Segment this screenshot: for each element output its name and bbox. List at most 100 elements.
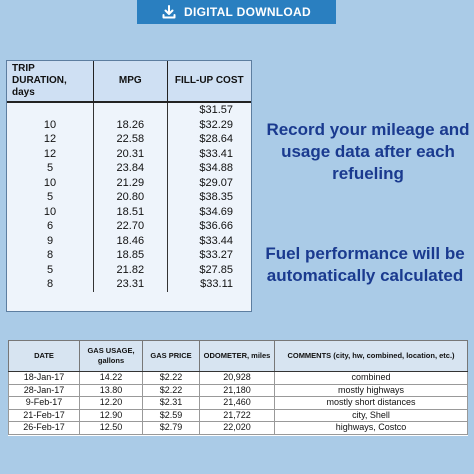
fillup-cost-cell[interactable]: $33.11 [166,277,251,292]
trip-days-cell[interactable]: 8 [7,248,95,263]
gas-usage-cell[interactable]: 14.22 [79,371,143,385]
trip-days-cell[interactable]: 5 [7,262,95,277]
mpg-cell[interactable]: 18.26 [93,117,168,132]
fillup-cost-cell[interactable]: $32.29 [166,117,251,132]
fillup-cost-cell[interactable]: $33.27 [166,248,251,263]
mpg-cell[interactable]: 21.82 [93,262,168,277]
fuel-log-panel: DATE GAS USAGE, gallons GAS PRICE ODOMET… [8,340,468,436]
gas-price-cell[interactable]: $2.22 [142,371,200,385]
odometer-cell[interactable]: 22,020 [199,421,275,435]
trip-days-cell[interactable]: 12 [7,146,95,161]
gas-usage-cell[interactable]: 12.20 [79,396,143,410]
record-callout: Record your mileage and usage data after… [266,120,470,183]
date-cell[interactable]: 9-Feb-17 [8,396,80,410]
trip-duration-header-label: TRIP DURATION, days [12,63,67,98]
fuel-log-row: 21-Feb-17 12.90 $2.59 21,722 city, Shell [8,408,468,422]
trip-table-body: $31.57 10 18.26 $32.29 12 22.58 $28.64 12 20.31 $… [7,102,251,292]
banner-label: DIGITAL DOWNLOAD [183,5,311,19]
gas-price-cell[interactable]: $2.22 [142,383,200,397]
fuel-header-row: DATE GAS USAGE, gallons GAS PRICE ODOMET… [8,340,468,372]
trip-row: 5 20.80 $38.35 [7,190,251,205]
date-cell[interactable]: 26-Feb-17 [8,421,80,435]
date-cell[interactable]: 18-Jan-17 [8,371,80,385]
trip-days-cell[interactable]: 10 [7,117,95,132]
gas-price-header: GAS PRICE [142,340,200,372]
date-cell[interactable]: 21-Feb-17 [8,408,80,422]
fillup-cost-cell[interactable]: $36.66 [166,219,251,234]
trip-days-cell[interactable]: 5 [7,161,95,176]
trip-days-cell[interactable]: 12 [7,132,95,147]
mpg-cell[interactable]: 18.46 [93,233,168,248]
fuel-log-row: 9-Feb-17 12.20 $2.31 21,460 mostly short dis… [8,396,468,410]
trip-row: $31.57 [7,102,251,118]
gas-price-cell[interactable]: $2.59 [142,408,200,422]
fillup-cost-cell[interactable]: $33.41 [166,146,251,161]
trip-row: 12 22.58 $28.64 [7,132,251,147]
trip-row: 5 21.82 $27.85 [7,262,251,277]
mpg-cell[interactable]: 18.85 [93,248,168,263]
comment-cell[interactable]: mostly short distances [274,396,468,410]
trip-days-cell[interactable]: 5 [7,190,95,205]
fuel-log-table: DATE GAS USAGE, gallons GAS PRICE ODOMET… [8,340,468,435]
gas-usage-cell[interactable]: 13.80 [79,383,143,397]
trip-days-cell[interactable]: 8 [7,277,95,292]
mpg-header: MPG [93,61,168,103]
trip-days-cell[interactable] [7,102,95,118]
mpg-cell[interactable] [93,102,168,118]
trip-row: 6 22.70 $36.66 [7,219,251,234]
fuel-log-row: 28-Jan-17 13.80 $2.22 21,180 mostly highways [8,383,468,397]
fuel-log-row: 26-Feb-17 12.50 $2.79 22,020 highways, Costc… [8,421,468,435]
gas-price-cell[interactable]: $2.79 [142,421,200,435]
mpg-cell[interactable]: 22.58 [93,132,168,147]
mpg-cell[interactable]: 20.80 [93,190,168,205]
comment-cell[interactable]: mostly highways [274,383,468,397]
fillup-cost-cell[interactable]: $28.64 [166,132,251,147]
odometer-cell[interactable]: 20,928 [199,371,275,385]
comment-cell[interactable]: city, Shell [274,408,468,422]
mpg-cell[interactable]: 22.70 [93,219,168,234]
fillup-cost-cell[interactable]: $29.07 [166,175,251,190]
odometer-cell[interactable]: 21,180 [199,383,275,397]
fillup-cost-cell[interactable]: $27.85 [166,262,251,277]
trip-summary-card: TRIP DURATION, days MPG FILL-UP COST $31… [6,60,252,312]
fillup-cost-cell[interactable]: $34.88 [166,161,251,176]
fillup-cost-cell[interactable]: $34.69 [166,204,251,219]
trip-row: 5 23.84 $34.88 [7,161,251,176]
trip-days-cell[interactable]: 10 [7,204,95,219]
trip-row: 12 20.31 $33.41 [7,146,251,161]
odometer-cell[interactable]: 21,722 [199,408,275,422]
mpg-cell[interactable]: 20.31 [93,146,168,161]
fillup-cost-cell[interactable]: $33.44 [166,233,251,248]
mpg-cell[interactable]: 23.84 [93,161,168,176]
gas-price-cell[interactable]: $2.31 [142,396,200,410]
trip-days-cell[interactable]: 9 [7,233,95,248]
trip-row: 10 18.26 $32.29 [7,117,251,132]
fuel-log-row: 18-Jan-17 14.22 $2.22 20,928 combined [8,371,468,385]
comments-header: COMMENTS (city, hw, combined, location, … [274,340,468,372]
performance-callout: Fuel performance will be automatically c… [265,244,465,285]
trip-row: 9 18.46 $33.44 [7,233,251,248]
fillup-cost-cell[interactable]: $31.57 [166,102,251,118]
comment-cell[interactable]: highways, Costco [274,421,468,435]
trip-days-cell[interactable]: 10 [7,175,95,190]
gas-usage-cell[interactable]: 12.90 [79,408,143,422]
fuel-log-body: 18-Jan-17 14.22 $2.22 20,928 combined 28-Jan-… [8,371,468,435]
trip-header-row: TRIP DURATION, days MPG FILL-UP COST [7,61,251,103]
digital-download-banner[interactable]: DIGITAL DOWNLOAD [137,0,336,24]
fillup-cost-header: FILL-UP COST [166,61,251,103]
odometer-cell[interactable]: 21,460 [199,396,275,410]
mpg-cell[interactable]: 21.29 [93,175,168,190]
trip-days-cell[interactable]: 6 [7,219,95,234]
gas-usage-cell[interactable]: 12.50 [79,421,143,435]
gas-usage-header: GAS USAGE, gallons [79,340,143,372]
comment-cell[interactable]: combined [274,371,468,385]
mpg-cell[interactable]: 23.31 [93,277,168,292]
download-icon [162,5,176,19]
fillup-cost-cell[interactable]: $38.35 [166,190,251,205]
mpg-cell[interactable]: 18.51 [93,204,168,219]
date-cell[interactable]: 28-Jan-17 [8,383,80,397]
trip-row: 8 23.31 $33.11 [7,277,251,292]
trip-row: 10 18.51 $34.69 [7,204,251,219]
trip-summary-table: TRIP DURATION, days MPG FILL-UP COST $31… [7,61,251,292]
trip-row: 8 18.85 $33.27 [7,248,251,263]
